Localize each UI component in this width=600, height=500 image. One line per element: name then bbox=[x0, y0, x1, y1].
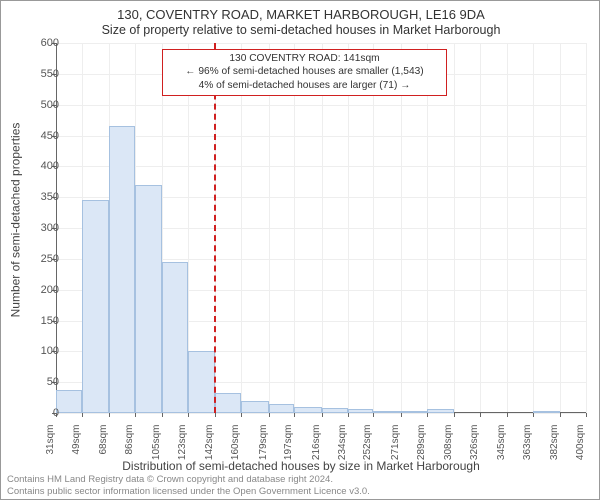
x-tick-label: 363sqm bbox=[522, 425, 533, 473]
x-tick-label: 197sqm bbox=[283, 425, 294, 473]
x-tick-mark bbox=[162, 413, 163, 417]
x-tick-label: 105sqm bbox=[151, 425, 162, 473]
histogram-bar bbox=[401, 411, 427, 413]
y-tick-label: 300 bbox=[21, 222, 59, 234]
plot-area bbox=[56, 43, 586, 413]
callout-box: 130 COVENTRY ROAD: 141sqm← 96% of semi-d… bbox=[162, 49, 447, 96]
x-tick-label: 68sqm bbox=[98, 425, 109, 473]
y-tick-label: 400 bbox=[21, 160, 59, 172]
x-tick-label: 142sqm bbox=[204, 425, 215, 473]
x-tick-mark bbox=[82, 413, 83, 417]
x-axis-label: Distribution of semi-detached houses by … bbox=[1, 459, 600, 473]
x-tick-mark bbox=[109, 413, 110, 417]
x-tick-label: 49sqm bbox=[71, 425, 82, 473]
chart-subtitle: Size of property relative to semi-detach… bbox=[1, 23, 600, 37]
histogram-bar bbox=[82, 200, 109, 413]
histogram-bar bbox=[269, 404, 295, 413]
grid-v bbox=[586, 43, 587, 413]
histogram-bar bbox=[322, 408, 348, 413]
x-tick-mark bbox=[480, 413, 481, 417]
x-tick-label: 160sqm bbox=[230, 425, 241, 473]
x-tick-mark bbox=[294, 413, 295, 417]
y-tick-label: 150 bbox=[21, 315, 59, 327]
y-axis-label: Number of semi-detached properties bbox=[8, 123, 22, 318]
histogram-bar bbox=[56, 390, 82, 413]
x-tick-mark bbox=[135, 413, 136, 417]
x-tick-label: 216sqm bbox=[311, 425, 322, 473]
histogram-bar bbox=[294, 407, 321, 413]
attribution-footer: Contains HM Land Registry data © Crown c… bbox=[7, 474, 370, 497]
y-tick-label: 600 bbox=[21, 37, 59, 49]
callout-line3: 4% of semi-detached houses are larger (7… bbox=[166, 79, 443, 93]
histogram-bar bbox=[373, 411, 400, 413]
x-tick-mark bbox=[373, 413, 374, 417]
x-tick-label: 31sqm bbox=[45, 425, 56, 473]
y-tick-label: 100 bbox=[21, 345, 59, 357]
x-tick-mark bbox=[215, 413, 216, 417]
x-tick-mark bbox=[454, 413, 455, 417]
y-tick-label: 50 bbox=[21, 376, 59, 388]
callout-line1: 130 COVENTRY ROAD: 141sqm bbox=[166, 52, 443, 66]
x-tick-label: 382sqm bbox=[549, 425, 560, 473]
x-tick-label: 271sqm bbox=[390, 425, 401, 473]
histogram-bar bbox=[188, 351, 215, 413]
y-tick-label: 550 bbox=[21, 68, 59, 80]
y-tick-label: 450 bbox=[21, 130, 59, 142]
x-tick-mark bbox=[533, 413, 534, 417]
histogram-bar bbox=[533, 411, 560, 413]
x-tick-label: 86sqm bbox=[124, 425, 135, 473]
x-tick-label: 326sqm bbox=[469, 425, 480, 473]
histogram-bar bbox=[241, 401, 268, 413]
x-tick-mark bbox=[241, 413, 242, 417]
histogram-bar bbox=[135, 185, 162, 413]
x-tick-mark bbox=[427, 413, 428, 417]
x-tick-label: 234sqm bbox=[337, 425, 348, 473]
histogram-bar bbox=[427, 409, 454, 413]
x-tick-label: 308sqm bbox=[443, 425, 454, 473]
x-tick-mark bbox=[322, 413, 323, 417]
x-tick-mark bbox=[586, 413, 587, 417]
histogram-bars bbox=[56, 43, 586, 413]
chart-frame: 130, COVENTRY ROAD, MARKET HARBOROUGH, L… bbox=[0, 0, 600, 500]
x-tick-mark bbox=[507, 413, 508, 417]
histogram-bar bbox=[162, 262, 188, 413]
x-tick-label: 400sqm bbox=[575, 425, 586, 473]
reference-line bbox=[214, 43, 216, 413]
x-tick-mark bbox=[348, 413, 349, 417]
x-tick-mark bbox=[269, 413, 270, 417]
y-tick-label: 350 bbox=[21, 191, 59, 203]
x-tick-label: 289sqm bbox=[416, 425, 427, 473]
footer-line2: Contains public sector information licen… bbox=[7, 486, 370, 497]
chart-title-address: 130, COVENTRY ROAD, MARKET HARBOROUGH, L… bbox=[1, 7, 600, 22]
y-axis-label-container: Number of semi-detached properties bbox=[7, 1, 23, 439]
x-tick-label: 252sqm bbox=[362, 425, 373, 473]
x-tick-label: 123sqm bbox=[177, 425, 188, 473]
x-tick-mark bbox=[560, 413, 561, 417]
x-tick-label: 179sqm bbox=[258, 425, 269, 473]
y-tick-label: 500 bbox=[21, 99, 59, 111]
histogram-bar bbox=[348, 409, 374, 413]
x-tick-mark bbox=[401, 413, 402, 417]
footer-line1: Contains HM Land Registry data © Crown c… bbox=[7, 474, 370, 485]
callout-line2: ← 96% of semi-detached houses are smalle… bbox=[166, 65, 443, 79]
y-tick-label: 250 bbox=[21, 253, 59, 265]
x-tick-label: 345sqm bbox=[496, 425, 507, 473]
y-tick-label: 200 bbox=[21, 284, 59, 296]
histogram-bar bbox=[215, 393, 241, 413]
x-tick-mark bbox=[188, 413, 189, 417]
histogram-bar bbox=[109, 126, 135, 413]
y-tick-label: 0 bbox=[21, 407, 59, 419]
